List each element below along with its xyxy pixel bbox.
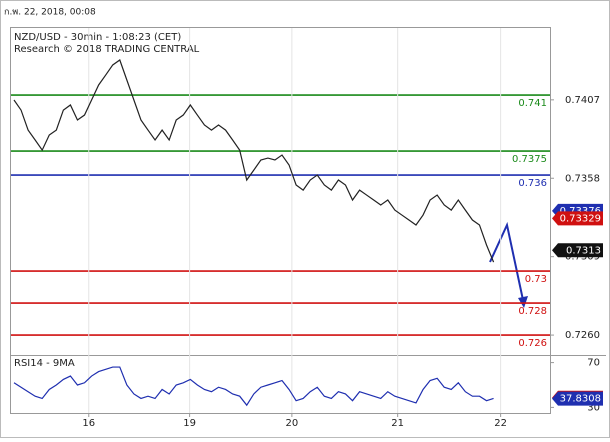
forecast-arrowhead bbox=[518, 296, 528, 308]
price-line bbox=[13, 366, 494, 407]
level-label: 0.728 bbox=[518, 306, 547, 317]
y-tick-label: 30 bbox=[587, 402, 600, 413]
x-tick-label: 21 bbox=[391, 418, 404, 429]
y-tick-label: 0.7407 bbox=[565, 95, 600, 106]
level-label: 0.73 bbox=[525, 274, 547, 285]
timestamp: ก.พ. 22, 2018, 00:08 bbox=[4, 8, 96, 18]
level-label: 0.7375 bbox=[512, 154, 547, 165]
plot-frame bbox=[10, 27, 551, 414]
price-tag-label: 0.7313 bbox=[566, 245, 601, 256]
price-tag bbox=[552, 211, 603, 226]
price-line bbox=[13, 59, 495, 263]
level-label: 0.726 bbox=[518, 338, 547, 349]
level-label: 0.741 bbox=[518, 98, 547, 109]
chart-title: NZD/USD - 30min - 1:08:23 (CET) bbox=[14, 32, 181, 43]
price-tag-label: 0.73329 bbox=[560, 213, 601, 224]
x-tick-label: 20 bbox=[286, 418, 299, 429]
y-tick-label: 0.7358 bbox=[565, 173, 600, 184]
x-tick-label: 19 bbox=[183, 418, 196, 429]
price-tag bbox=[552, 243, 603, 258]
forecast-arrow bbox=[489, 221, 524, 301]
rsi-title: RSI14 - 9MA bbox=[14, 358, 75, 369]
price-tag bbox=[552, 391, 603, 406]
price-tag-label: 37.8308 bbox=[560, 394, 601, 405]
y-tick-label: 70 bbox=[587, 358, 600, 369]
level-label: 0.736 bbox=[518, 178, 547, 189]
x-tick-label: 22 bbox=[494, 418, 507, 429]
chart-subtitle: Research © 2018 TRADING CENTRAL bbox=[14, 44, 200, 55]
y-tick-label: 0.7260 bbox=[565, 330, 600, 341]
x-tick-label: 16 bbox=[82, 418, 95, 429]
price-tag-label: 0.73376 bbox=[560, 206, 601, 217]
